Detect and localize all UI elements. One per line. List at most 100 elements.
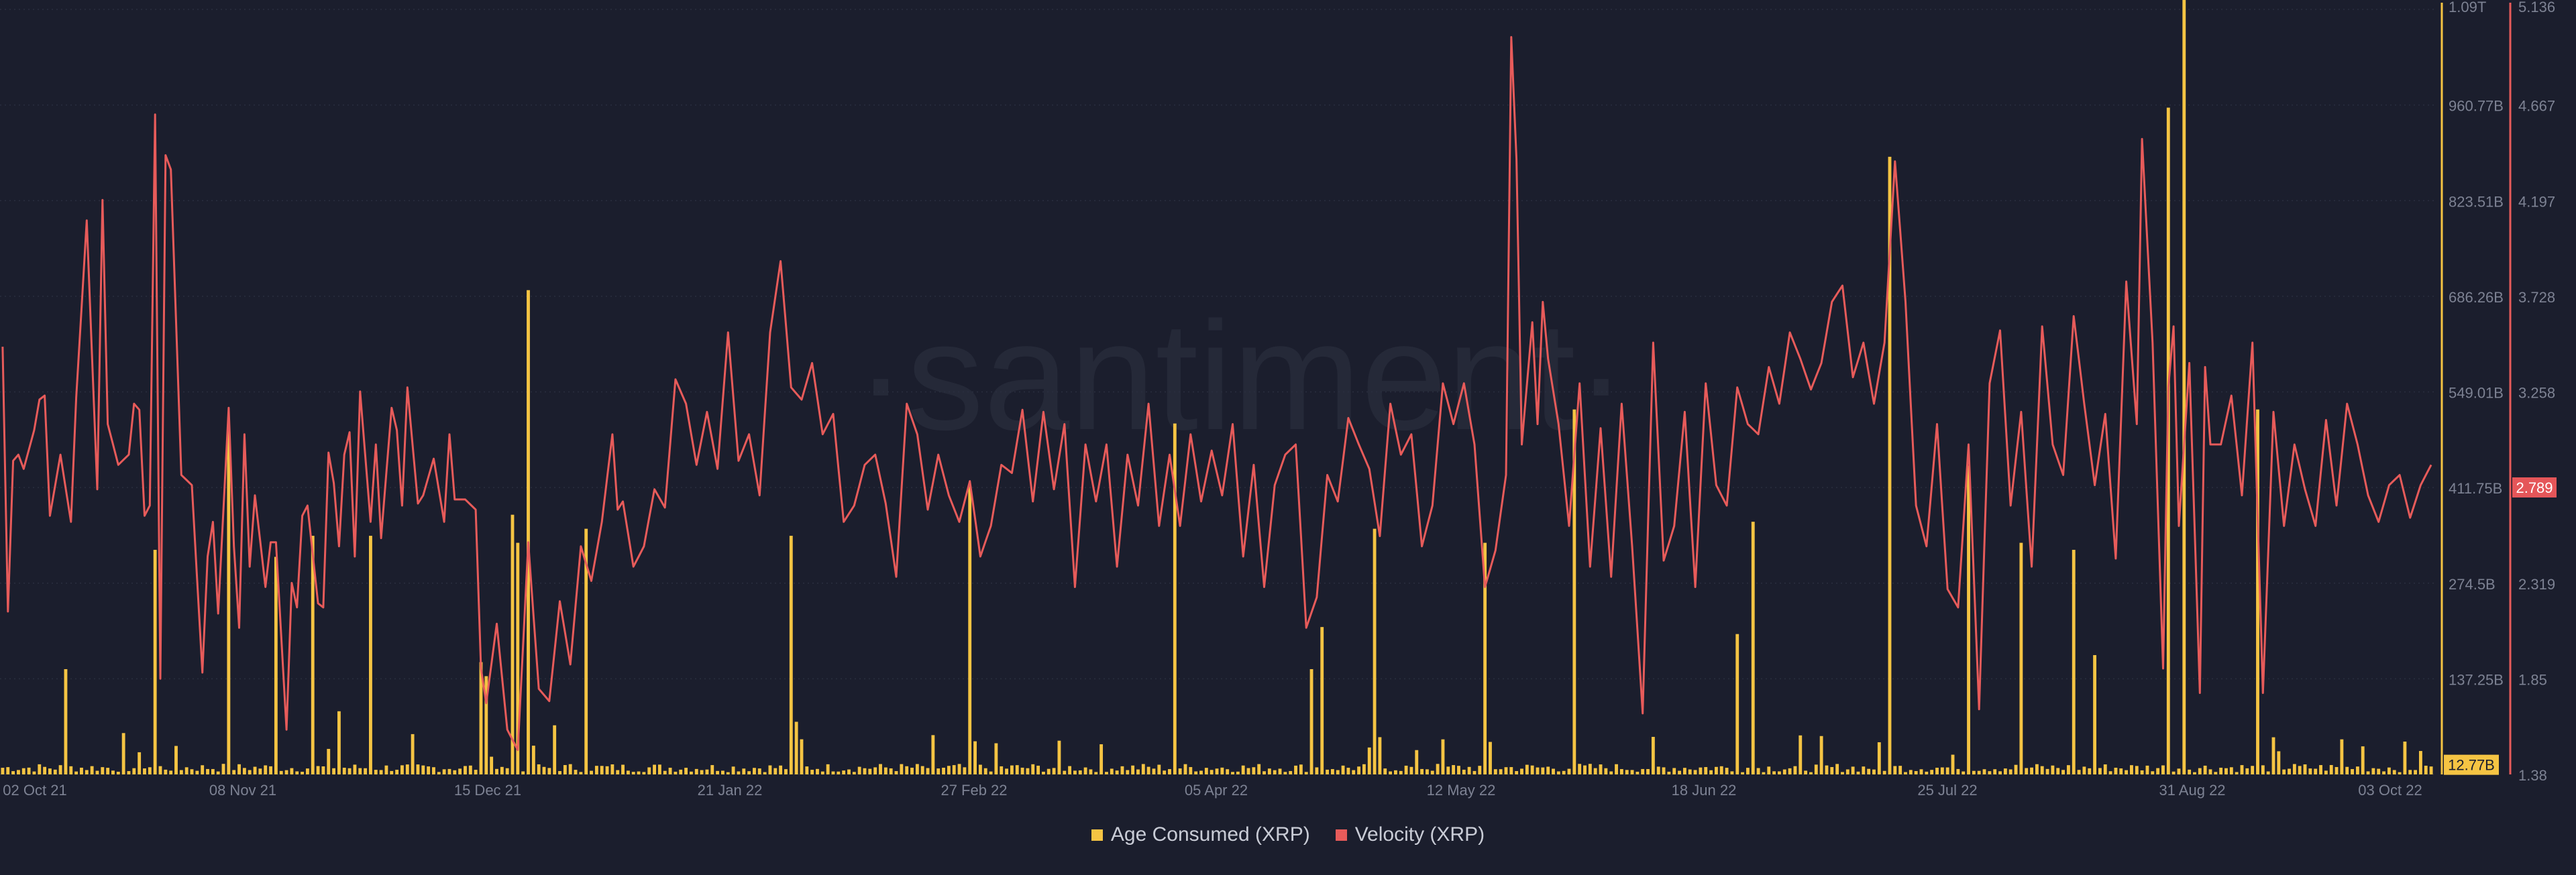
bar [1415, 750, 1419, 774]
bar [48, 768, 52, 774]
x-axis-tick-label: 18 Jun 22 [1672, 782, 1737, 799]
bar [1273, 770, 1277, 774]
bar [95, 770, 99, 774]
bar [737, 771, 741, 774]
bar [936, 768, 941, 774]
bar [1867, 768, 1871, 774]
bar [442, 769, 446, 774]
bar [726, 772, 730, 774]
bar [1515, 770, 1519, 774]
bar [1756, 768, 1760, 774]
bar [453, 770, 457, 774]
bar [600, 766, 604, 774]
bar [800, 739, 804, 774]
bar [1267, 768, 1271, 774]
x-axis-tick-label: 12 May 22 [1427, 782, 1496, 799]
bar [731, 766, 735, 774]
bar [127, 771, 131, 774]
bar [1226, 769, 1230, 774]
bar [2382, 771, 2385, 774]
bar [1546, 766, 1550, 774]
bar [2266, 771, 2270, 774]
bar [468, 765, 472, 774]
bar [521, 771, 525, 774]
bar [1320, 627, 1324, 774]
left-axis-tick-label: 411.75B [2449, 480, 2502, 497]
bar [527, 290, 530, 775]
bar [27, 767, 31, 774]
bar [1714, 766, 1718, 774]
bar [1536, 767, 1540, 774]
bar [2119, 768, 2123, 774]
bar [721, 770, 724, 774]
bar [85, 770, 89, 774]
bar [1046, 768, 1051, 774]
bar [590, 770, 593, 774]
bar [957, 764, 961, 774]
right-axis-tick-label: 4.667 [2518, 98, 2555, 115]
bar [2014, 764, 2018, 774]
bar [631, 772, 635, 774]
bar [2088, 768, 2092, 774]
bar [53, 769, 57, 774]
bar [2161, 765, 2165, 774]
bar [269, 766, 272, 774]
bar [121, 733, 125, 774]
bar [610, 764, 614, 774]
bar [2051, 765, 2055, 774]
bar [1619, 769, 1623, 774]
bar [1399, 770, 1403, 774]
bar [579, 772, 583, 774]
bar [1210, 770, 1214, 774]
bar [542, 766, 546, 774]
bar [58, 765, 62, 774]
bar [2418, 751, 2422, 774]
bar [947, 766, 951, 774]
legend-item-velocity[interactable]: Velocity (XRP) [1335, 823, 1485, 846]
bar [2003, 768, 2007, 774]
bar [1005, 768, 1008, 774]
bar [80, 767, 83, 774]
bar [2082, 766, 2086, 774]
bar [2240, 765, 2244, 774]
bar [2371, 768, 2375, 774]
bar [2298, 766, 2302, 774]
bar [74, 771, 78, 774]
bar [395, 770, 399, 774]
bar [920, 766, 924, 774]
bar [1215, 768, 1219, 774]
bar [1057, 740, 1061, 774]
bar [983, 768, 987, 774]
bar [2151, 771, 2155, 774]
bar [863, 768, 867, 774]
x-axis-tick-label: 15 Dec 21 [454, 782, 521, 799]
legend-item-age-consumed[interactable]: Age Consumed (XRP) [1091, 823, 1310, 846]
bar [232, 770, 236, 774]
bar [464, 766, 467, 774]
bar [1830, 767, 1834, 774]
bar [2424, 765, 2428, 774]
bar [553, 725, 557, 774]
x-axis-tick-label: 03 Oct 22 [2358, 782, 2422, 799]
bar [1699, 767, 1703, 774]
bar [1609, 771, 1613, 774]
bar [1746, 768, 1750, 774]
bar [2245, 768, 2249, 774]
bar [1199, 770, 1203, 774]
x-axis-tick-label: 08 Nov 21 [209, 782, 276, 799]
bar [1630, 770, 1634, 774]
bar [111, 770, 115, 774]
bar [337, 711, 341, 774]
bar [1283, 772, 1287, 774]
bar [216, 771, 220, 774]
bar [2114, 767, 2118, 774]
bar [1493, 769, 1497, 774]
bar [64, 668, 68, 774]
bar [1819, 736, 1823, 774]
bar [689, 771, 693, 774]
bar [684, 768, 688, 774]
bar [1204, 768, 1208, 774]
bar [32, 771, 36, 774]
right-axis-tick-label: 1.85 [2518, 671, 2547, 688]
bar [358, 768, 362, 774]
